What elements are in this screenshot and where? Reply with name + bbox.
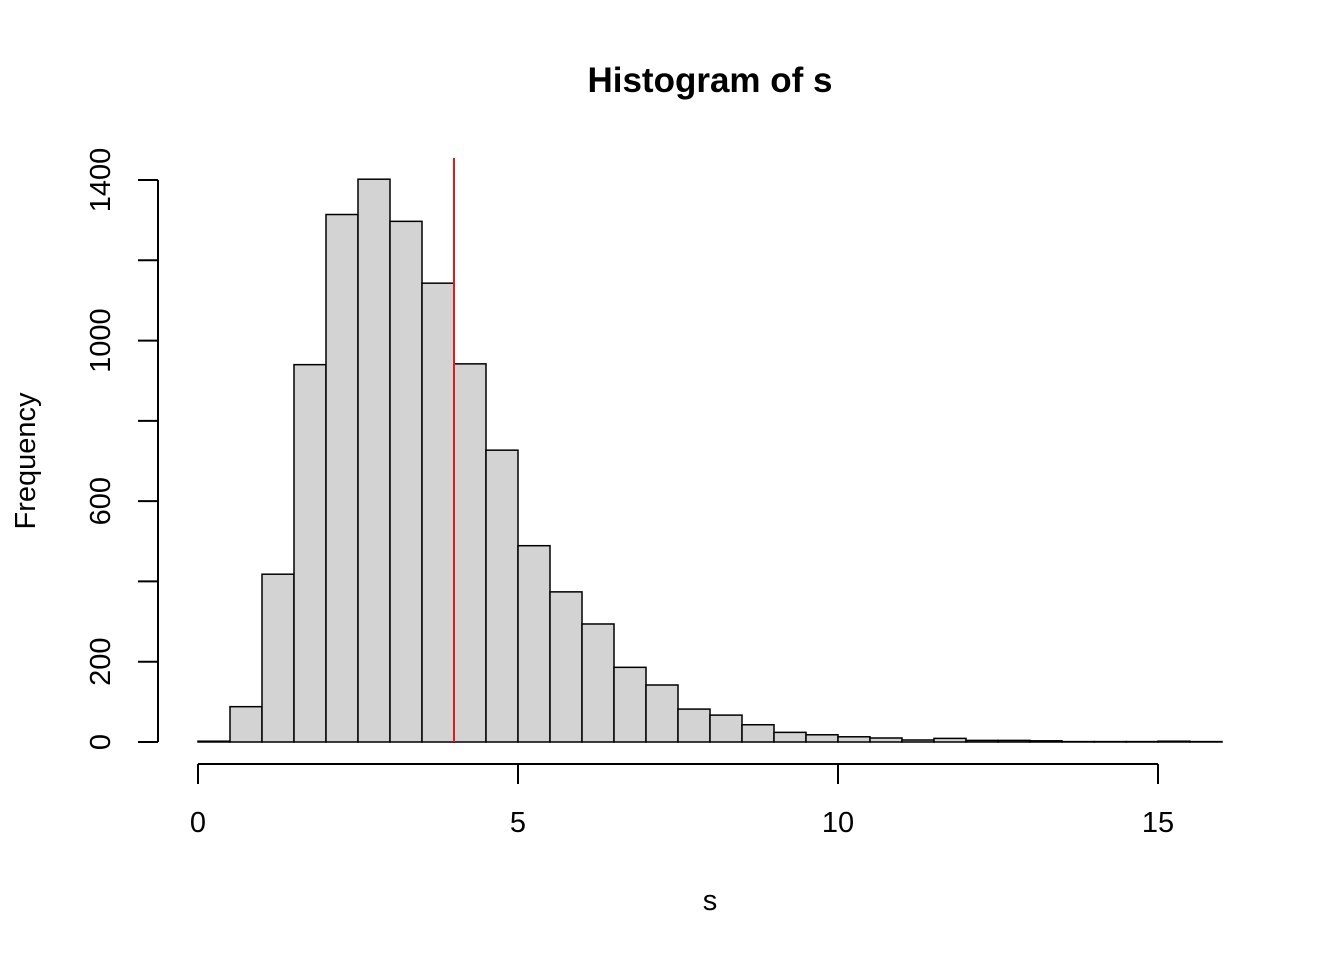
histogram-bar [261, 573, 295, 743]
y-tick-label: 200 [85, 638, 117, 686]
histogram-bar [197, 740, 231, 743]
histogram-bar [613, 666, 647, 743]
histogram-bar [805, 734, 839, 743]
y-tick-label: 600 [85, 477, 117, 525]
histogram-bar [677, 708, 711, 743]
histogram-bar [741, 723, 775, 743]
histogram-bar [453, 363, 487, 743]
x-tick-label: 5 [510, 807, 526, 839]
y-tick-label: 0 [85, 734, 117, 750]
histogram-bar [229, 705, 263, 743]
chart-title: Histogram of s [587, 61, 832, 100]
histogram-bars [197, 178, 1223, 743]
histogram-bar [517, 544, 551, 743]
histogram-bar [357, 178, 391, 743]
x-tick-label: 15 [1142, 807, 1174, 839]
x-tick-label: 10 [822, 807, 854, 839]
y-tick-label: 1000 [85, 308, 117, 373]
histogram-bar [389, 220, 423, 743]
x-axis-label: s [703, 885, 718, 917]
histogram-bar [485, 449, 519, 743]
y-tick-label: 1400 [85, 148, 117, 213]
histogram-bar [709, 714, 743, 743]
y-axis: 0 200 600 1000 1400 [85, 148, 159, 750]
histogram-bar [965, 739, 999, 743]
histogram-bar [293, 363, 327, 743]
histogram-bar [325, 213, 359, 743]
histogram-bar [997, 739, 1031, 743]
histogram-bar [901, 739, 935, 743]
histogram-bar [869, 737, 903, 743]
histogram-bar [1157, 740, 1191, 743]
histogram-bar [421, 282, 455, 743]
histogram-bar [645, 684, 679, 743]
histogram-bar [581, 623, 615, 743]
histogram-bar [549, 591, 583, 743]
histogram-bar [1029, 740, 1063, 743]
histogram-bar [773, 731, 807, 743]
histogram-bar [933, 737, 967, 743]
x-tick-label: 0 [190, 807, 206, 839]
x-axis: 0 5 10 15 [190, 763, 1174, 839]
histogram-bar [837, 736, 871, 743]
y-axis-label: Frequency [10, 392, 42, 530]
